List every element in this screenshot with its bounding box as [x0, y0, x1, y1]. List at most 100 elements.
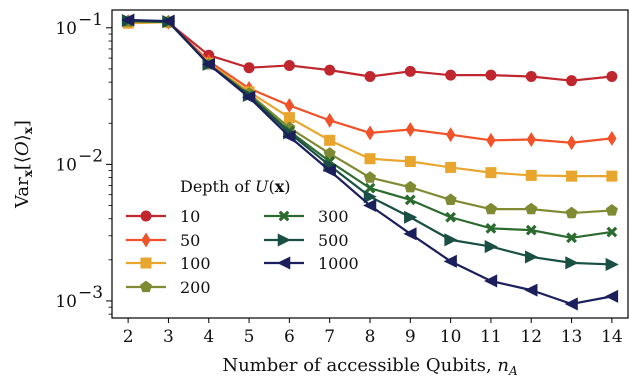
data-point: [605, 257, 619, 272]
data-point: [324, 64, 336, 76]
data-point: [485, 222, 497, 234]
data-point: [282, 129, 296, 144]
legend-entry-10: 10: [126, 207, 200, 226]
series-50: [123, 14, 617, 151]
data-point: [404, 210, 418, 224]
series-line-100: [128, 21, 612, 178]
data-point: [606, 70, 618, 82]
x-tick-label: 11: [480, 327, 502, 347]
x-tick-label: 12: [520, 327, 542, 347]
legend-label: 100: [180, 254, 211, 273]
data-point: [484, 240, 498, 254]
legend-entry-200: 200: [126, 278, 211, 297]
x-tick-label: 8: [365, 327, 376, 347]
data-point: [201, 57, 215, 71]
data-point: [404, 194, 416, 206]
data-point: [121, 13, 135, 27]
data-point: [525, 250, 539, 264]
data-point: [444, 193, 457, 205]
x-tick-label: 4: [203, 327, 214, 347]
data-point: [566, 135, 577, 151]
x-tick-label: 6: [284, 327, 295, 347]
data-point: [445, 211, 457, 223]
data-point: [485, 167, 497, 179]
legend-entry-50: 50: [126, 231, 200, 250]
y-tick-label: 10: [55, 292, 77, 312]
y-axis-label: Varx[⟨O⟩x]: [12, 120, 35, 209]
x-tick-label: 7: [324, 327, 335, 347]
data-point: [606, 170, 618, 182]
data-point: [443, 254, 457, 268]
legend-marker: [278, 210, 290, 222]
x-tick-label: 9: [405, 327, 416, 347]
data-point: [565, 206, 578, 219]
data-point: [526, 132, 536, 147]
legend-label: 10: [180, 207, 200, 226]
x-tick-label: 13: [561, 327, 583, 347]
data-point: [486, 132, 496, 148]
legend-marker: [140, 210, 152, 222]
y-tick-label: 10: [55, 155, 77, 175]
legend-marker: [141, 232, 151, 248]
data-point: [605, 204, 618, 216]
legend-marker: [140, 257, 152, 269]
data-point: [325, 112, 335, 128]
series-line-50: [128, 20, 612, 144]
legend-entry-1000: 1000: [264, 254, 359, 273]
data-point: [607, 130, 617, 146]
x-tick-label: 10: [440, 327, 462, 347]
data-point: [525, 202, 538, 215]
data-point: [444, 233, 458, 247]
legend: Depth of U(x) 10 50 100 200 300 500 1000: [126, 177, 359, 297]
y-tick-exponent: −1: [78, 10, 103, 30]
data-point: [365, 125, 375, 141]
series-1000: [121, 13, 619, 311]
data-point: [243, 62, 255, 74]
data-point: [284, 98, 294, 113]
series-100: [122, 16, 618, 182]
x-axis-label: Number of accessible Qubits, nA: [222, 355, 518, 378]
legend-title: Depth of U(x): [180, 177, 291, 196]
data-point: [403, 227, 417, 241]
y-tick-label: 10: [55, 19, 77, 39]
legend-label: 50: [180, 231, 200, 250]
data-point: [445, 161, 457, 173]
y-tick-exponent: −3: [78, 283, 103, 303]
legend-marker: [277, 233, 291, 247]
legend-marker: [139, 280, 153, 293]
x-tick-label: 3: [163, 327, 174, 347]
data-point: [404, 155, 416, 167]
data-point: [445, 69, 457, 81]
data-point: [566, 232, 577, 244]
data-point: [484, 202, 497, 215]
data-point: [566, 170, 578, 182]
data-point: [605, 289, 619, 303]
legend-label: 200: [180, 278, 211, 297]
data-point: [525, 169, 537, 181]
data-point: [564, 297, 578, 311]
data-point: [525, 224, 537, 236]
data-point: [322, 164, 336, 178]
data-point: [363, 198, 377, 213]
legend-marker: [277, 256, 291, 270]
y-tick-exponent: −2: [78, 146, 103, 166]
data-point: [364, 182, 376, 194]
legend-entry-100: 100: [126, 254, 211, 273]
data-point: [405, 122, 415, 137]
x-tick-label: 5: [244, 327, 255, 347]
legend-label: 1000: [318, 254, 359, 273]
plot-marks: [121, 13, 619, 311]
legend-label: 500: [318, 231, 349, 250]
data-point: [524, 283, 538, 297]
data-point: [404, 180, 417, 193]
data-point: [363, 171, 377, 183]
legend-entry-300: 300: [264, 207, 349, 226]
data-point: [324, 134, 336, 146]
data-point: [363, 190, 377, 204]
data-point: [484, 274, 498, 288]
data-point: [323, 147, 336, 159]
data-point: [565, 256, 579, 270]
data-point: [525, 70, 537, 82]
data-point: [283, 112, 295, 124]
